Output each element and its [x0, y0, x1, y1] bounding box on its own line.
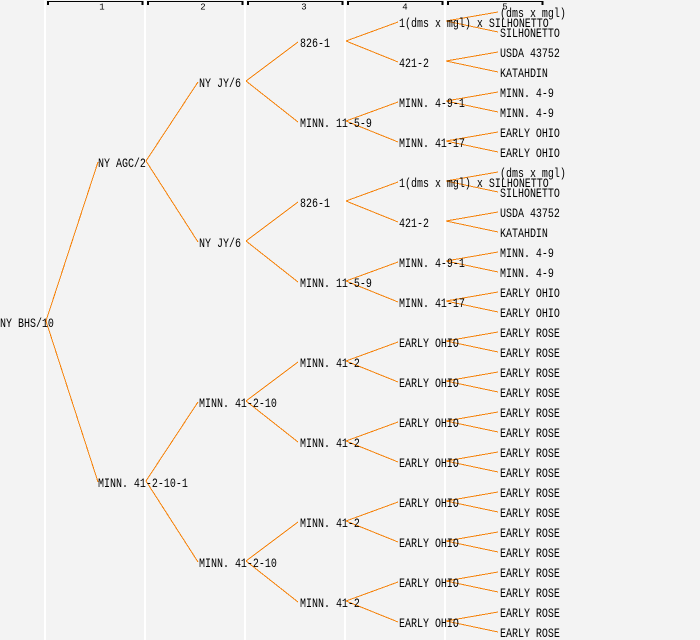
- svg-text:EARLY ROSE: EARLY ROSE: [500, 367, 560, 382]
- svg-text:MINN. 41-2: MINN. 41-2: [300, 517, 360, 532]
- svg-text:EARLY ROSE: EARLY ROSE: [500, 387, 560, 402]
- svg-text:KATAHDIN: KATAHDIN: [500, 67, 548, 82]
- svg-text:5: 5: [502, 3, 507, 13]
- svg-text:4: 4: [402, 3, 407, 13]
- svg-text:EARLY ROSE: EARLY ROSE: [500, 527, 560, 542]
- svg-text:KATAHDIN: KATAHDIN: [500, 227, 548, 242]
- svg-text:EARLY OHIO: EARLY OHIO: [399, 537, 459, 552]
- svg-text:EARLY ROSE: EARLY ROSE: [500, 507, 560, 522]
- svg-text:EARLY ROSE: EARLY ROSE: [500, 587, 560, 602]
- svg-text:EARLY ROSE: EARLY ROSE: [500, 447, 560, 462]
- svg-text:EARLY OHIO: EARLY OHIO: [399, 577, 459, 592]
- svg-text:MINN. 41-2: MINN. 41-2: [300, 357, 360, 372]
- svg-text:EARLY ROSE: EARLY ROSE: [500, 547, 560, 562]
- svg-text:3: 3: [301, 3, 306, 13]
- svg-text:EARLY OHIO: EARLY OHIO: [399, 337, 459, 352]
- svg-text:MINN. 41-17: MINN. 41-17: [399, 137, 465, 152]
- svg-text:421-2: 421-2: [399, 57, 429, 72]
- svg-text:MINN. 4-9-1: MINN. 4-9-1: [399, 257, 465, 272]
- svg-text:EARLY OHIO: EARLY OHIO: [399, 377, 459, 392]
- svg-text:USDA 43752: USDA 43752: [500, 207, 560, 222]
- svg-text:MINN. 4-9: MINN. 4-9: [500, 107, 554, 122]
- svg-text:MINN. 41-2: MINN. 41-2: [300, 597, 360, 612]
- svg-text:MINN. 4-9-1: MINN. 4-9-1: [399, 97, 465, 112]
- svg-text:EARLY ROSE: EARLY ROSE: [500, 427, 560, 442]
- svg-text:EARLY OHIO: EARLY OHIO: [500, 287, 560, 302]
- svg-text:EARLY OHIO: EARLY OHIO: [500, 127, 560, 142]
- svg-text:NY JY/6: NY JY/6: [199, 237, 241, 252]
- svg-text:MINN. 41-2: MINN. 41-2: [300, 437, 360, 452]
- svg-text:MINN. 41-2-10: MINN. 41-2-10: [199, 557, 277, 572]
- svg-text:1: 1: [99, 3, 104, 13]
- svg-text:MINN. 41-2-10: MINN. 41-2-10: [199, 397, 277, 412]
- svg-text:826-1: 826-1: [300, 37, 330, 52]
- svg-text:EARLY ROSE: EARLY ROSE: [500, 407, 560, 422]
- svg-text:EARLY ROSE: EARLY ROSE: [500, 487, 560, 502]
- svg-text:MINN. 4-9: MINN. 4-9: [500, 267, 554, 282]
- svg-text:EARLY ROSE: EARLY ROSE: [500, 467, 560, 482]
- svg-text:MINN. 41-2-10-1: MINN. 41-2-10-1: [98, 477, 188, 492]
- svg-text:NY BHS/10: NY BHS/10: [0, 317, 54, 332]
- svg-text:NY AGC/2: NY AGC/2: [98, 157, 146, 172]
- svg-text:EARLY ROSE: EARLY ROSE: [500, 607, 560, 622]
- svg-text:EARLY OHIO: EARLY OHIO: [399, 497, 459, 512]
- svg-text:421-2: 421-2: [399, 217, 429, 232]
- svg-text:EARLY OHIO: EARLY OHIO: [399, 617, 459, 632]
- svg-text:1(dms x mgl) x SILHONETTO: 1(dms x mgl) x SILHONETTO: [399, 177, 549, 192]
- svg-text:EARLY ROSE: EARLY ROSE: [500, 567, 560, 582]
- svg-text:MINN. 4-9: MINN. 4-9: [500, 247, 554, 262]
- svg-text:EARLY ROSE: EARLY ROSE: [500, 327, 560, 342]
- svg-text:MINN. 11-5-9: MINN. 11-5-9: [300, 277, 372, 292]
- svg-text:MINN. 4-9: MINN. 4-9: [500, 87, 554, 102]
- svg-text:MINN. 41-17: MINN. 41-17: [399, 297, 465, 312]
- svg-text:2: 2: [200, 3, 205, 13]
- svg-text:USDA 43752: USDA 43752: [500, 47, 560, 62]
- svg-text:MINN. 11-5-9: MINN. 11-5-9: [300, 117, 372, 132]
- svg-text:(dms x mgl): (dms x mgl): [500, 167, 566, 182]
- svg-text:EARLY OHIO: EARLY OHIO: [500, 147, 560, 162]
- svg-text:EARLY OHIO: EARLY OHIO: [500, 307, 560, 322]
- svg-text:(dms x mgl): (dms x mgl): [500, 7, 566, 22]
- svg-text:1(dms x mgl) x SILHONETTO: 1(dms x mgl) x SILHONETTO: [399, 17, 549, 32]
- svg-text:SILHONETTO: SILHONETTO: [500, 187, 560, 202]
- svg-text:SILHONETTO: SILHONETTO: [500, 27, 560, 42]
- svg-text:EARLY OHIO: EARLY OHIO: [399, 457, 459, 472]
- svg-text:EARLY OHIO: EARLY OHIO: [399, 417, 459, 432]
- svg-text:EARLY ROSE: EARLY ROSE: [500, 347, 560, 362]
- svg-text:EARLY ROSE: EARLY ROSE: [500, 627, 560, 640]
- svg-text:NY JY/6: NY JY/6: [199, 77, 241, 92]
- svg-text:826-1: 826-1: [300, 197, 330, 212]
